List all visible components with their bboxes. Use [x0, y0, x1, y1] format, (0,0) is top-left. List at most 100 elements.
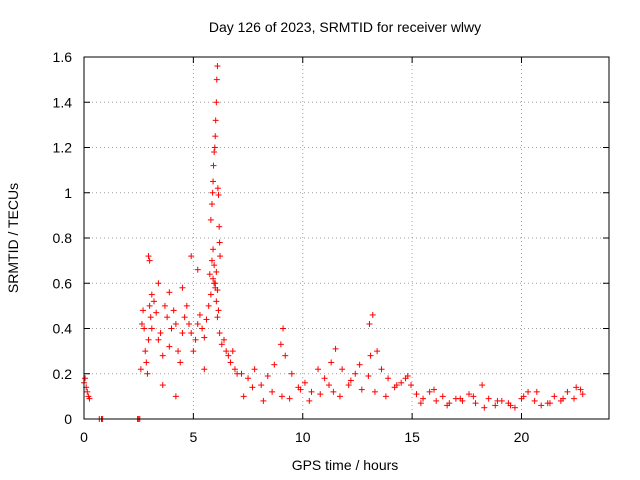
data-point: [201, 366, 208, 373]
data-point: [308, 388, 315, 395]
x-tick-label: 10: [295, 429, 311, 445]
data-point: [214, 185, 221, 192]
data-point: [210, 162, 217, 169]
data-point: [209, 189, 216, 196]
data-point: [374, 348, 381, 355]
data-point: [481, 404, 488, 411]
data-point: [170, 307, 177, 314]
data-point: [153, 309, 160, 316]
data-point: [520, 393, 527, 400]
data-point: [385, 375, 392, 382]
data-point: [227, 359, 234, 366]
data-point: [439, 393, 446, 400]
data-point: [146, 302, 153, 309]
data-point: [317, 391, 324, 398]
data-point: [457, 395, 464, 402]
data-point: [141, 325, 148, 332]
chart-title: Day 126 of 2023, SRMTID for receiver wlw…: [209, 19, 481, 35]
data-point: [306, 397, 313, 404]
x-axis-label: GPS time / hours: [292, 457, 399, 473]
y-tick-label: 0.2: [53, 366, 73, 382]
data-point: [208, 201, 215, 208]
data-point: [282, 352, 289, 359]
y-tick-label: 0.8: [53, 230, 73, 246]
data-point: [413, 391, 420, 398]
data-point: [369, 311, 376, 318]
data-point: [238, 370, 245, 377]
data-point: [433, 397, 440, 404]
data-point: [571, 395, 577, 402]
data-point: [205, 302, 212, 309]
y-tick-label: 1.2: [53, 140, 73, 156]
data-point: [352, 370, 359, 377]
data-point: [194, 266, 201, 273]
x-tick-label: 20: [514, 429, 530, 445]
data-point: [221, 336, 227, 343]
data-point: [188, 330, 195, 337]
data-point: [260, 397, 267, 404]
data-point: [269, 388, 276, 395]
data-point: [142, 348, 149, 355]
data-point: [525, 388, 532, 395]
data-point: [201, 334, 208, 341]
data-point: [218, 341, 225, 348]
data-point: [382, 393, 389, 400]
data-point: [402, 375, 409, 382]
axis-ticks: [83, 56, 609, 420]
data-point: [212, 133, 219, 140]
x-tick-label: 0: [80, 429, 88, 445]
data-point: [161, 302, 168, 309]
data-point: [210, 275, 217, 282]
y-tick-label: 1.6: [53, 49, 73, 65]
data-point: [492, 402, 499, 409]
data-point: [210, 246, 217, 253]
y-axis-label: SRMTID / TECUs: [5, 183, 21, 293]
data-point: [172, 393, 179, 400]
data-point: [207, 216, 214, 223]
data-point: [217, 253, 224, 260]
data-point: [367, 352, 374, 359]
data-point: [358, 386, 365, 393]
data-point: [347, 377, 354, 384]
data-point: [194, 320, 201, 327]
data-point: [172, 320, 179, 327]
data-point: [326, 382, 332, 389]
data-point: [157, 330, 164, 337]
data-point: [190, 348, 197, 355]
data-point: [420, 395, 427, 402]
data-point: [145, 253, 152, 260]
data-point: [166, 289, 173, 296]
data-point: [183, 302, 190, 309]
data-point: [155, 336, 162, 343]
data-point: [215, 192, 222, 199]
data-point: [408, 382, 415, 389]
data-point: [444, 402, 451, 409]
data-point: [186, 320, 192, 327]
plot-frame: [83, 56, 610, 420]
data-point: [431, 386, 437, 393]
data-point: [511, 404, 518, 411]
data-point: [215, 307, 222, 314]
data-point: [145, 336, 152, 343]
data-point: [144, 370, 151, 377]
data-point: [245, 375, 252, 382]
data-point: [426, 388, 433, 395]
data-point: [86, 395, 93, 402]
y-tick-label: 1.4: [53, 94, 73, 110]
data-point: [223, 348, 230, 355]
data-point: [366, 320, 373, 327]
data-point: [213, 99, 220, 106]
data-point: [148, 291, 155, 298]
data-point: [328, 359, 335, 366]
data-point: [177, 359, 184, 366]
data-point: [229, 348, 236, 355]
y-tick-label: 1: [64, 185, 72, 201]
data-point: [148, 325, 155, 332]
data-point: [251, 366, 258, 373]
data-point: [249, 384, 256, 391]
data-point: [168, 325, 175, 332]
data-point: [573, 384, 580, 391]
data-point: [203, 316, 210, 323]
grid: [83, 56, 609, 420]
data-point: [531, 397, 538, 404]
